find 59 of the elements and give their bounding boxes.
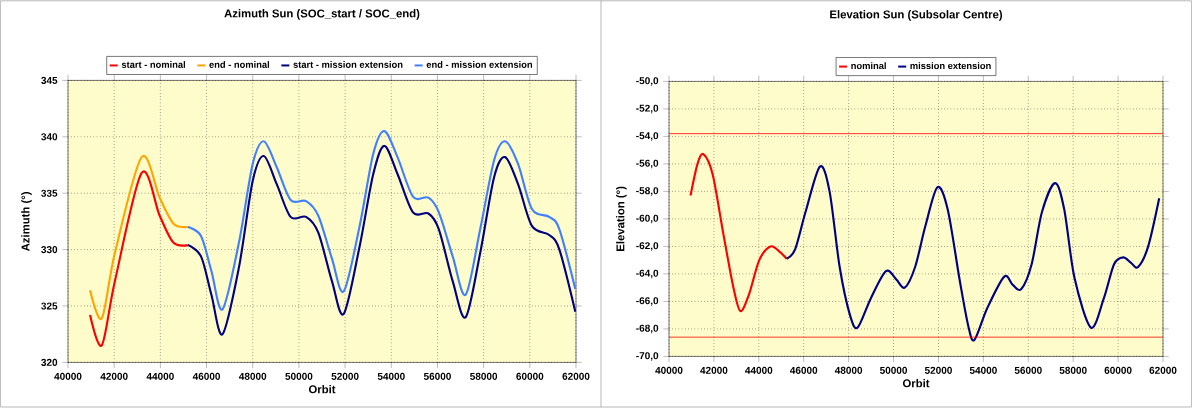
y-tick-label: -66,0 [636,297,659,306]
x-tick-label: 58000 [470,372,498,380]
line-series [186,130,577,311]
chart-title: Azimuth Sun (SOC_start / SOC_end) [224,9,420,20]
x-tick-label: 44000 [146,372,174,380]
y-tick-label: -50,0 [636,77,659,86]
x-tick-label: 58000 [1059,366,1087,374]
y-axis-title: Elevation (°) [616,186,627,252]
x-tick-label: 54000 [969,366,997,374]
x-tick-label: 56000 [1014,366,1042,374]
y-tick-label: -64,0 [636,269,659,279]
x-tick-label: 40000 [54,372,82,380]
x-tick-label: 54000 [377,372,405,380]
x-tick-label: 48000 [834,366,863,374]
x-tick-label: 46000 [789,366,818,374]
x-tick-label: 52000 [924,366,952,374]
legend-label: end - nominal [209,61,270,69]
line-series [186,144,577,336]
y-tick-label: 345 [41,76,58,85]
y-tick-label: -52,0 [636,104,659,114]
y-tick-label: -70,0 [636,352,659,361]
x-tick-label: 42000 [100,372,128,380]
line-series [88,170,189,347]
legend-label: end - mission extension [426,61,533,69]
y-tick-label: -54,0 [636,132,659,141]
line-series [689,153,788,313]
y-tick-label: 330 [41,246,58,254]
x-tick-label: 52000 [331,372,359,380]
x-tick-label: 46000 [192,372,221,380]
x-tick-label: 50000 [285,372,313,380]
x-tick-label: 62000 [562,372,590,380]
line-series [785,165,1161,342]
x-tick-label: 56000 [423,372,451,380]
y-axis-title: Azimuth (°) [21,192,32,252]
x-tick-label: 48000 [238,372,267,380]
y-tick-label: -56,0 [636,159,659,169]
legend-label: nominal [851,62,886,70]
y-tick-label: -68,0 [636,324,659,334]
legend-label: start - mission extension [293,61,403,69]
y-tick-label: 340 [41,133,58,141]
y-tick-label: 335 [41,189,58,197]
x-tick-label: 50000 [879,366,908,374]
y-tick-label: -58,0 [636,187,659,196]
y-tick-label: 320 [41,358,58,367]
x-tick-label: 40000 [655,366,683,374]
x-tick-label: 60000 [516,372,544,380]
x-axis-title: Orbit [902,379,930,388]
chart-title: Elevation Sun (Subsolar Centre) [830,10,1003,21]
legend-label: mission extension [910,62,991,70]
line-series [88,155,189,320]
x-tick-label: 42000 [700,366,728,374]
x-tick-label: 62000 [1149,366,1177,374]
legend-label: start - nominal [121,61,186,69]
x-tick-label: 44000 [745,366,773,374]
y-tick-label: -60,0 [636,214,659,224]
x-tick-label: 60000 [1104,366,1132,374]
y-tick-label: -62,0 [636,242,659,251]
y-tick-label: 325 [41,302,58,310]
x-axis-title: Orbit [308,385,336,394]
